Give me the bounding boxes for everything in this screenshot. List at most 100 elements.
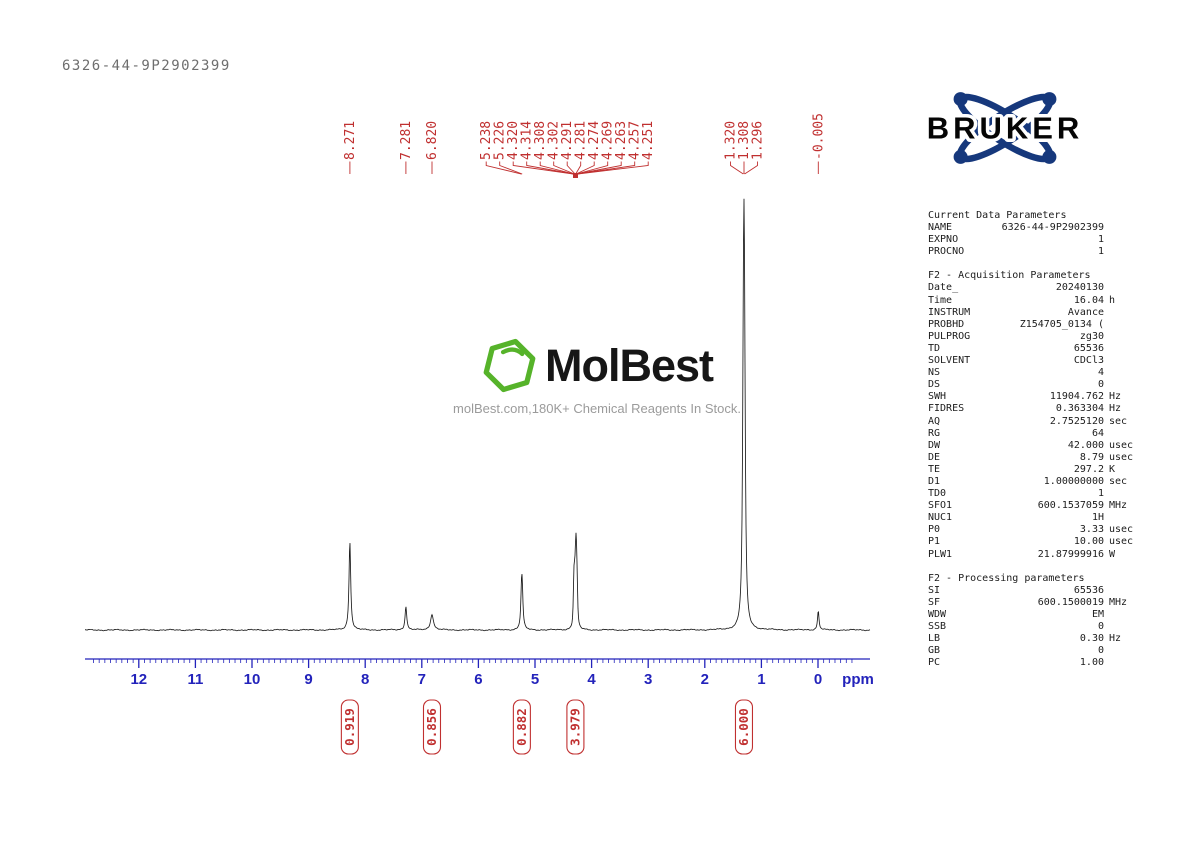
param-row: SI 65536: [928, 585, 1140, 597]
param-value: 0.30: [1079, 633, 1104, 645]
tick-label: 5: [531, 671, 539, 688]
integral-bracket: [512, 699, 531, 755]
peak-connector: [553, 161, 575, 175]
param-row: SOLVENT CDCl3: [928, 355, 1140, 367]
param-unit: usec: [1109, 536, 1134, 548]
param-key: Time: [928, 294, 953, 306]
peak-label: 4.302: [547, 121, 562, 160]
param-key: EXPNO: [928, 234, 959, 246]
param-value: 1: [1097, 246, 1104, 258]
param-unit: [1104, 585, 1140, 597]
tick-label: 0: [814, 671, 822, 688]
param-value: 11904.762: [1049, 391, 1104, 403]
param-key: PROCNO: [928, 246, 965, 258]
param-unit: MHz: [1109, 500, 1128, 512]
peak-connector: [576, 161, 622, 175]
param-unit: MHz: [1109, 596, 1128, 608]
tick-label: 8: [361, 671, 369, 688]
peak-connector: [577, 161, 636, 175]
param-row: TD 65536: [928, 343, 1140, 355]
param-row: INSTRUM Avance: [928, 307, 1140, 319]
integral-value: 0.882: [514, 708, 529, 746]
param-value: 1: [1097, 488, 1104, 500]
peak-connector: [526, 161, 574, 175]
integral-bracket: [340, 699, 359, 755]
param-row: P1 10.00 usec: [928, 536, 1140, 548]
param-value: 600.1537059: [1037, 500, 1104, 512]
peak-label-list: 8.271 7.281 6.820 5.2385.2264.3204.3144.308…: [343, 113, 826, 160]
param-unit: sec: [1109, 415, 1128, 427]
param-key: TD0: [928, 488, 947, 500]
param-value: 20240130: [1055, 282, 1104, 294]
param-key: PROBHD: [928, 318, 965, 330]
param-row: AQ 2.7525120 sec: [928, 416, 1140, 428]
param-row: SWH 11904.762 Hz: [928, 391, 1140, 403]
integral-bracket: [566, 699, 585, 755]
watermark-brand-name: MolBest: [544, 339, 714, 391]
param-key: SOLVENT: [928, 355, 971, 367]
bruker-orbit-dot: [1042, 149, 1057, 164]
param-section-title: F2 - Processing parameters: [928, 572, 1085, 584]
param-value: EM: [1091, 608, 1104, 620]
param-unit: [1104, 307, 1140, 319]
param-key: D1: [928, 475, 941, 487]
param-row: RG 64: [928, 428, 1140, 440]
peak-label: 8.271: [343, 121, 358, 160]
param-unit: Hz: [1109, 633, 1122, 645]
param-value: 65536: [1073, 584, 1104, 596]
param-row: Date_ 20240130: [928, 282, 1140, 294]
param-value: 600.1500019: [1037, 596, 1104, 608]
param-value: 0: [1097, 379, 1104, 391]
param-value: 16.04: [1073, 294, 1104, 306]
param-value: 0: [1097, 645, 1104, 657]
param-value: 21.87999916: [1037, 548, 1104, 560]
param-value: 65536: [1073, 342, 1104, 354]
peak-label: -0.005: [811, 113, 826, 160]
peak-label: 4.251: [641, 121, 656, 160]
param-value: 4: [1097, 367, 1104, 379]
bruker-logo: BRUKER: [923, 92, 1083, 164]
peak-connector: [744, 161, 758, 175]
param-key: NS: [928, 367, 941, 379]
param-key: SSB: [928, 621, 947, 632]
param-key: FIDRES: [928, 403, 965, 415]
param-row: D1 1.00000000 sec: [928, 476, 1140, 488]
param-unit: [1104, 222, 1140, 234]
integral-value: 0.856: [424, 708, 439, 746]
param-key: PULPROG: [928, 330, 971, 342]
peak-connector: [512, 161, 574, 175]
param-row: Time 16.04 h: [928, 295, 1140, 307]
param-unit: Hz: [1109, 403, 1122, 415]
param-key: P0: [928, 524, 941, 536]
param-value: 64: [1091, 427, 1104, 439]
peak-connector-lines: [349, 161, 819, 175]
tick-label: 3: [644, 671, 652, 688]
param-value: 297.2: [1073, 463, 1104, 475]
param-key: RG: [928, 427, 941, 439]
param-key: AQ: [928, 415, 941, 427]
param-section: F2 - Acquisition Parameters Date_ 20240130…: [928, 270, 1140, 560]
param-key: P1: [928, 536, 941, 548]
tick-label: 10: [244, 671, 261, 688]
param-row: GB 0: [928, 645, 1140, 657]
bruker-orbit-dot: [1042, 92, 1057, 107]
tick-label: 6: [474, 671, 482, 688]
integral-bracket: [422, 699, 442, 755]
param-row: PLW1 21.87999916 W: [928, 549, 1140, 561]
param-unit: [1104, 609, 1140, 621]
tick-label: 11: [187, 671, 203, 688]
param-unit: [1104, 234, 1140, 246]
peak-label: 4.281: [574, 121, 589, 160]
param-value: 10.00: [1073, 536, 1104, 548]
fan-marker-square: [572, 173, 578, 178]
watermark-logo-row: MolBest: [438, 337, 756, 394]
tick-label: 12: [130, 671, 147, 688]
peak-connector: [576, 161, 609, 175]
peak-label: 1.320: [723, 121, 738, 160]
param-key: NUC1: [928, 512, 953, 524]
param-row: PC 1.00: [928, 657, 1140, 669]
x-axis: [85, 658, 870, 668]
peak-label: 4.257: [628, 121, 643, 160]
param-row: NUC1 1H: [928, 512, 1140, 524]
param-value: 8.79: [1079, 451, 1104, 463]
